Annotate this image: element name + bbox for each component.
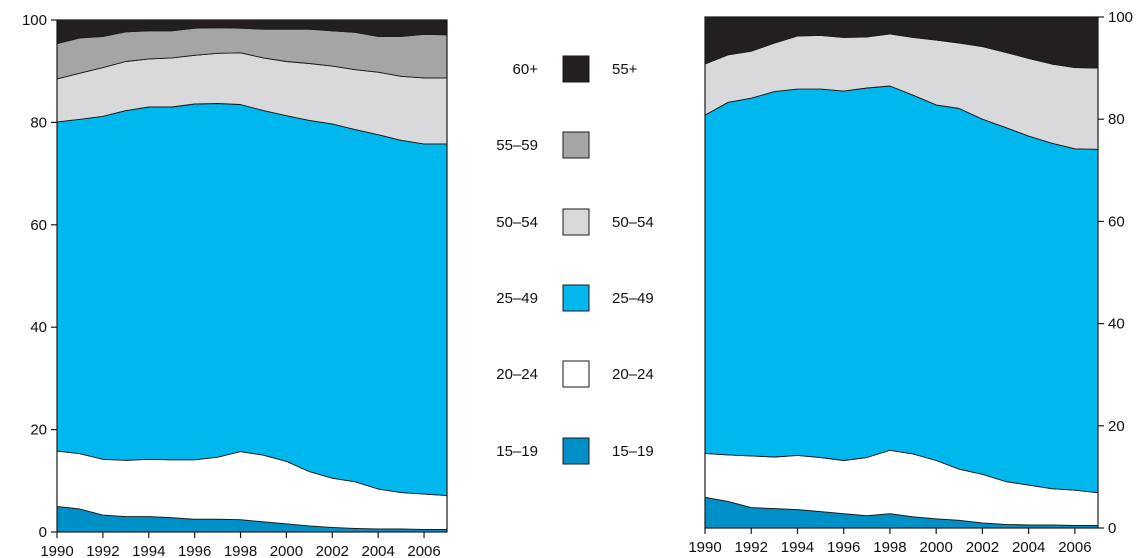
y-tick-label: 20: [1108, 418, 1125, 435]
plot-frame: [704, 16, 1099, 529]
chart-right: 0 20 40 60 80 100 1990 1992 1994 1996 1998 2000 2002…: [688, 9, 1133, 556]
x-tick-label: 2002: [316, 543, 349, 558]
y-tick-label: 40: [1108, 316, 1125, 333]
area-series-25-49: [56, 103, 448, 497]
y-tick-label: 80: [1108, 111, 1125, 128]
x-tick-label: 2004: [1012, 539, 1045, 556]
x-tick-label: 2000: [919, 539, 952, 556]
legend-label-left: 15–19: [496, 443, 538, 460]
x-tick-label: 1996: [827, 539, 860, 556]
y-tick-label: 40: [30, 319, 47, 336]
x-tick-label: 1990: [688, 539, 721, 556]
legend-label-right: 50–54: [612, 214, 654, 231]
legend-swatch-50-54: [562, 208, 590, 236]
y-tick-label: 100: [1108, 9, 1133, 26]
x-tick-label: 2006: [1058, 539, 1091, 556]
y-tick-label: 100: [22, 12, 47, 29]
x-tick-label: 1994: [781, 539, 814, 556]
legend-label-left: 25–49: [496, 290, 538, 307]
x-tick-label: 1996: [178, 543, 211, 558]
area-series-25-49: [704, 85, 1099, 494]
legend-label-right: 20–24: [612, 366, 654, 383]
x-tick-label: 1990: [40, 543, 73, 558]
y-tick-label: 60: [1108, 213, 1125, 230]
legend-label-left: 20–24: [496, 366, 538, 383]
y-tick-label: 0: [39, 524, 47, 541]
x-tick-label: 1992: [735, 539, 768, 556]
x-tick-label: 2004: [361, 543, 394, 558]
legend-label-right: 15–19: [612, 443, 654, 460]
x-tick-label: 1998: [224, 543, 257, 558]
x-tick-label: 1994: [132, 543, 165, 558]
legend-label-left: 50–54: [496, 214, 538, 231]
x-tick-label: 2000: [270, 543, 303, 558]
x-tick-label: 1992: [86, 543, 119, 558]
legend-swatch-55-59: [562, 131, 590, 159]
y-tick-label: 80: [30, 114, 47, 131]
x-tick-label: 2006: [407, 543, 440, 558]
legend-swatch-60: [562, 55, 590, 83]
legend-label-right: 25–49: [612, 290, 654, 307]
legend-label-left: 60+: [513, 61, 539, 78]
y-tick-label: 0: [1108, 520, 1116, 537]
legend-label-left: 55–59: [496, 137, 538, 154]
y-tick-label: 60: [30, 217, 47, 234]
x-tick-label: 1998: [873, 539, 906, 556]
legend-swatch-20-24: [562, 360, 590, 388]
legend-label-right: 55+: [612, 61, 638, 78]
y-tick-label: 20: [30, 422, 47, 439]
legend-swatch-25-49: [562, 284, 590, 312]
legend: 60+ 55+ 55–59 50–54 50–54 25–49 25–49 20–24 20–2…: [496, 55, 654, 465]
chart-left: 0 20 40 60 80 100 1990 1992 1994 1996 1998 2000 2002…: [22, 12, 448, 558]
legend-swatch-15-19: [562, 437, 590, 465]
plot-frame: [56, 19, 448, 533]
x-tick-label: 2002: [966, 539, 999, 556]
